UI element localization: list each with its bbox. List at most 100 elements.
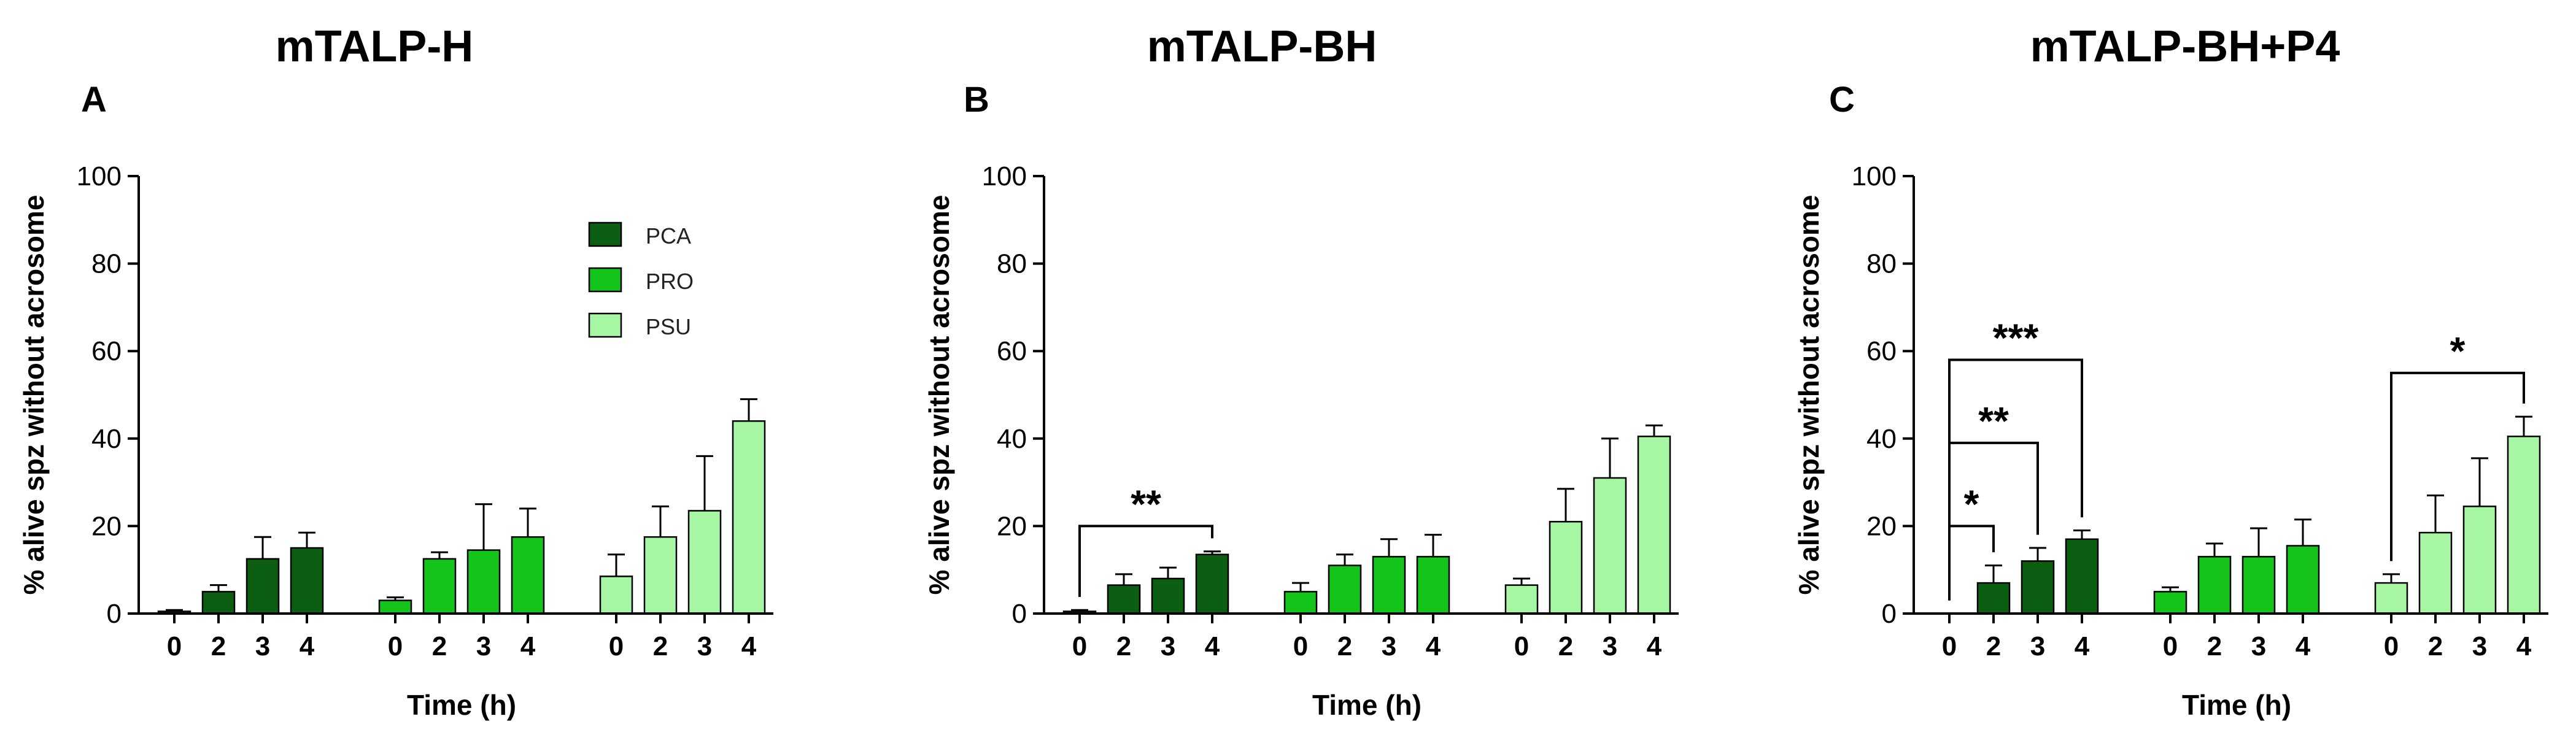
bar-psu-0h [599,576,633,615]
bar-pro-0h [378,599,412,615]
x-tick-label: 4 [2516,631,2532,661]
x-tick-label: 0 [167,631,182,661]
bar-psu-3h [1593,477,1627,615]
x-tick-label: 2 [2207,631,2222,661]
bar-pca-4h [290,547,324,615]
y-tick-label: 100 [77,161,122,191]
x-tick-label: 2 [211,631,226,661]
bar-pro-3h [466,549,501,615]
y-axis-label: % alive spz without acrosome [923,195,955,595]
significance-bracket [1948,358,2083,601]
bar-pro-0h [2153,591,2187,615]
y-tick-label: 80 [1866,249,1897,279]
x-tick-label: 0 [1293,631,1308,661]
x-tick-label: 3 [1161,631,1175,661]
x-tick-label: 4 [2296,631,2311,661]
x-tick-label: 2 [1337,631,1352,661]
legend-swatch-psu [588,312,622,338]
bar-pro-2h [1328,564,1362,615]
x-tick-label: 2 [2428,631,2443,661]
x-axis-label: Time (h) [1312,689,1421,721]
legend-label-pro: PRO [646,269,694,294]
bar-psu-0h [1504,584,1539,615]
significance-label: ** [1131,482,1161,526]
legend-label-psu: PSU [646,314,691,339]
bar-psu-4h [732,420,766,615]
bar-pca-3h [2021,560,2055,615]
x-tick-label: 4 [741,631,757,661]
significance-label: ** [1978,399,2009,443]
y-tick-label: 20 [1866,511,1897,541]
x-tick-label: 2 [432,631,447,661]
y-tick-label: 40 [1866,424,1897,454]
y-tick-label: 0 [107,599,122,629]
bar-pca-4h [2065,538,2099,615]
x-axis-label: Time (h) [407,689,516,721]
bar-pro-0h [1283,591,1318,615]
bar-pro-4h [1416,556,1450,615]
x-tick-label: 3 [2251,631,2266,661]
y-tick-label: 60 [997,336,1027,366]
x-tick-label: 4 [300,631,315,661]
x-tick-label: 3 [1382,631,1396,661]
y-tick-label: 100 [1852,161,1897,191]
x-tick-label: 2 [1116,631,1131,661]
bar-pro-3h [2241,556,2276,615]
x-tick-label: 0 [1072,631,1087,661]
x-tick-label: 4 [1426,631,1441,661]
y-axis-label: % alive spz without acrosome [1793,195,1825,595]
x-tick-label: 2 [653,631,668,661]
x-tick-label: 4 [1205,631,1220,661]
y-tick-label: 0 [1882,599,1897,629]
x-tick-label: 4 [2075,631,2090,661]
legend-swatch-pca [588,221,622,247]
y-tick-label: 100 [982,161,1027,191]
significance-label: * [1964,482,1979,526]
panel-title: mTALP-H [276,22,474,71]
x-tick-label: 4 [1647,631,1662,661]
y-tick-label: 80 [997,249,1027,279]
significance-label: *** [1993,315,2039,360]
bar-psu-4h [2507,435,2541,615]
y-tick-label: 0 [1012,599,1027,629]
y-tick-label: 80 [91,249,122,279]
x-tick-label: 0 [609,631,624,661]
bar-psu-0h [2374,582,2408,615]
y-axis-label: % alive spz without acrosome [18,195,50,595]
y-tick-label: 40 [91,424,122,454]
bar-psu-2h [643,536,678,615]
significance-bracket [1078,525,1213,597]
x-tick-label: 0 [1942,631,1957,661]
bar-pro-4h [511,536,545,615]
bar-pca-4h [1195,553,1229,615]
y-tick-label: 60 [91,336,122,366]
bar-pca-2h [201,591,236,615]
bar-pca-2h [1976,582,2011,615]
y-tick-label: 60 [1866,336,1897,366]
significance-bracket [2390,371,2525,561]
panel-title: mTALP-BH+P4 [2030,22,2340,71]
x-tick-label: 0 [1514,631,1529,661]
x-tick-label: 2 [1558,631,1573,661]
x-tick-label: 0 [2163,631,2178,661]
bar-psu-3h [687,510,722,615]
y-tick-label: 20 [91,511,122,541]
bar-pca-2h [1107,584,1141,615]
x-tick-label: 3 [697,631,712,661]
x-tick-label: 3 [1603,631,1617,661]
significance-label: * [2450,329,2466,373]
x-tick-label: 3 [255,631,270,661]
bar-pro-4h [2286,545,2320,615]
bar-pro-2h [2197,556,2232,615]
bar-psu-3h [2462,506,2497,615]
legend-label-pca: PCA [646,223,691,248]
x-tick-label: 0 [2384,631,2399,661]
bar-pro-2h [422,558,457,615]
legend-swatch-pro [588,267,622,293]
panel-letter: C [1829,80,1855,120]
